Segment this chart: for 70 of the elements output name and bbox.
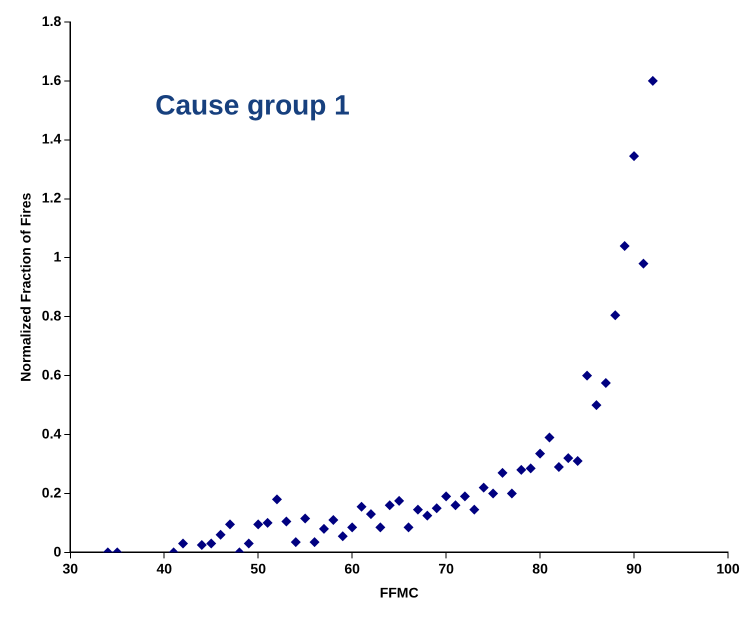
point xyxy=(412,504,423,515)
y-tick-label: 1 xyxy=(53,248,62,265)
point xyxy=(394,496,404,506)
y-tick-label: 1.4 xyxy=(42,130,62,147)
point xyxy=(460,491,470,502)
point xyxy=(328,514,338,525)
y-tick-label: 1.2 xyxy=(42,190,62,206)
point xyxy=(516,464,526,475)
point xyxy=(526,463,536,474)
y-axis-title: Normalized Fraction of Fires xyxy=(17,192,34,382)
point xyxy=(432,503,442,514)
point xyxy=(244,538,254,549)
y-tick-label: 1.6 xyxy=(42,72,62,88)
x-tick-label: 70 xyxy=(438,560,454,577)
point xyxy=(638,258,648,269)
point xyxy=(225,519,235,530)
point xyxy=(497,468,508,478)
point xyxy=(290,537,301,548)
point xyxy=(441,491,452,502)
point xyxy=(544,432,554,442)
point xyxy=(356,502,367,512)
x-tick-label: 30 xyxy=(62,560,78,577)
point xyxy=(318,524,329,534)
point xyxy=(478,482,489,493)
point xyxy=(469,504,480,515)
point xyxy=(572,456,583,466)
point xyxy=(535,448,546,459)
point xyxy=(648,76,658,86)
point xyxy=(178,538,188,549)
point xyxy=(384,500,395,510)
y-tick-label: 0.4 xyxy=(42,425,62,442)
y-tick-label: 0.6 xyxy=(42,366,62,382)
annotation: Cause group 1 xyxy=(155,90,350,121)
point xyxy=(253,519,264,530)
y-tick-label: 1.8 xyxy=(42,12,62,29)
x-tick-label: 40 xyxy=(156,560,172,577)
point xyxy=(206,538,216,549)
point xyxy=(196,540,207,550)
point xyxy=(554,462,564,472)
point xyxy=(338,531,348,542)
point xyxy=(600,378,611,388)
point xyxy=(563,453,574,464)
point xyxy=(404,522,414,532)
point xyxy=(375,522,386,532)
point xyxy=(582,370,592,381)
point xyxy=(488,488,498,498)
point xyxy=(281,516,292,526)
point xyxy=(610,310,620,320)
x-tick-label: 50 xyxy=(250,560,266,577)
point xyxy=(629,151,640,162)
x-axis-title: FFMC xyxy=(380,584,419,600)
point xyxy=(272,494,282,504)
y-tick-label: 0.8 xyxy=(42,308,62,324)
point xyxy=(422,510,432,521)
point xyxy=(506,488,517,498)
point xyxy=(310,537,320,548)
point xyxy=(620,240,630,251)
point xyxy=(262,518,273,528)
x-tick-label: 90 xyxy=(626,560,642,577)
x-tick-label: 80 xyxy=(532,560,548,577)
point xyxy=(216,530,226,540)
point xyxy=(347,522,358,532)
x-tick-label: 100 xyxy=(716,560,740,577)
x-tick-label: 60 xyxy=(344,560,360,577)
y-tick-label: 0 xyxy=(53,543,62,560)
point xyxy=(450,500,461,510)
point xyxy=(366,509,376,520)
y-tick-label: 0.2 xyxy=(42,484,62,500)
point xyxy=(591,400,602,410)
point xyxy=(300,514,310,524)
